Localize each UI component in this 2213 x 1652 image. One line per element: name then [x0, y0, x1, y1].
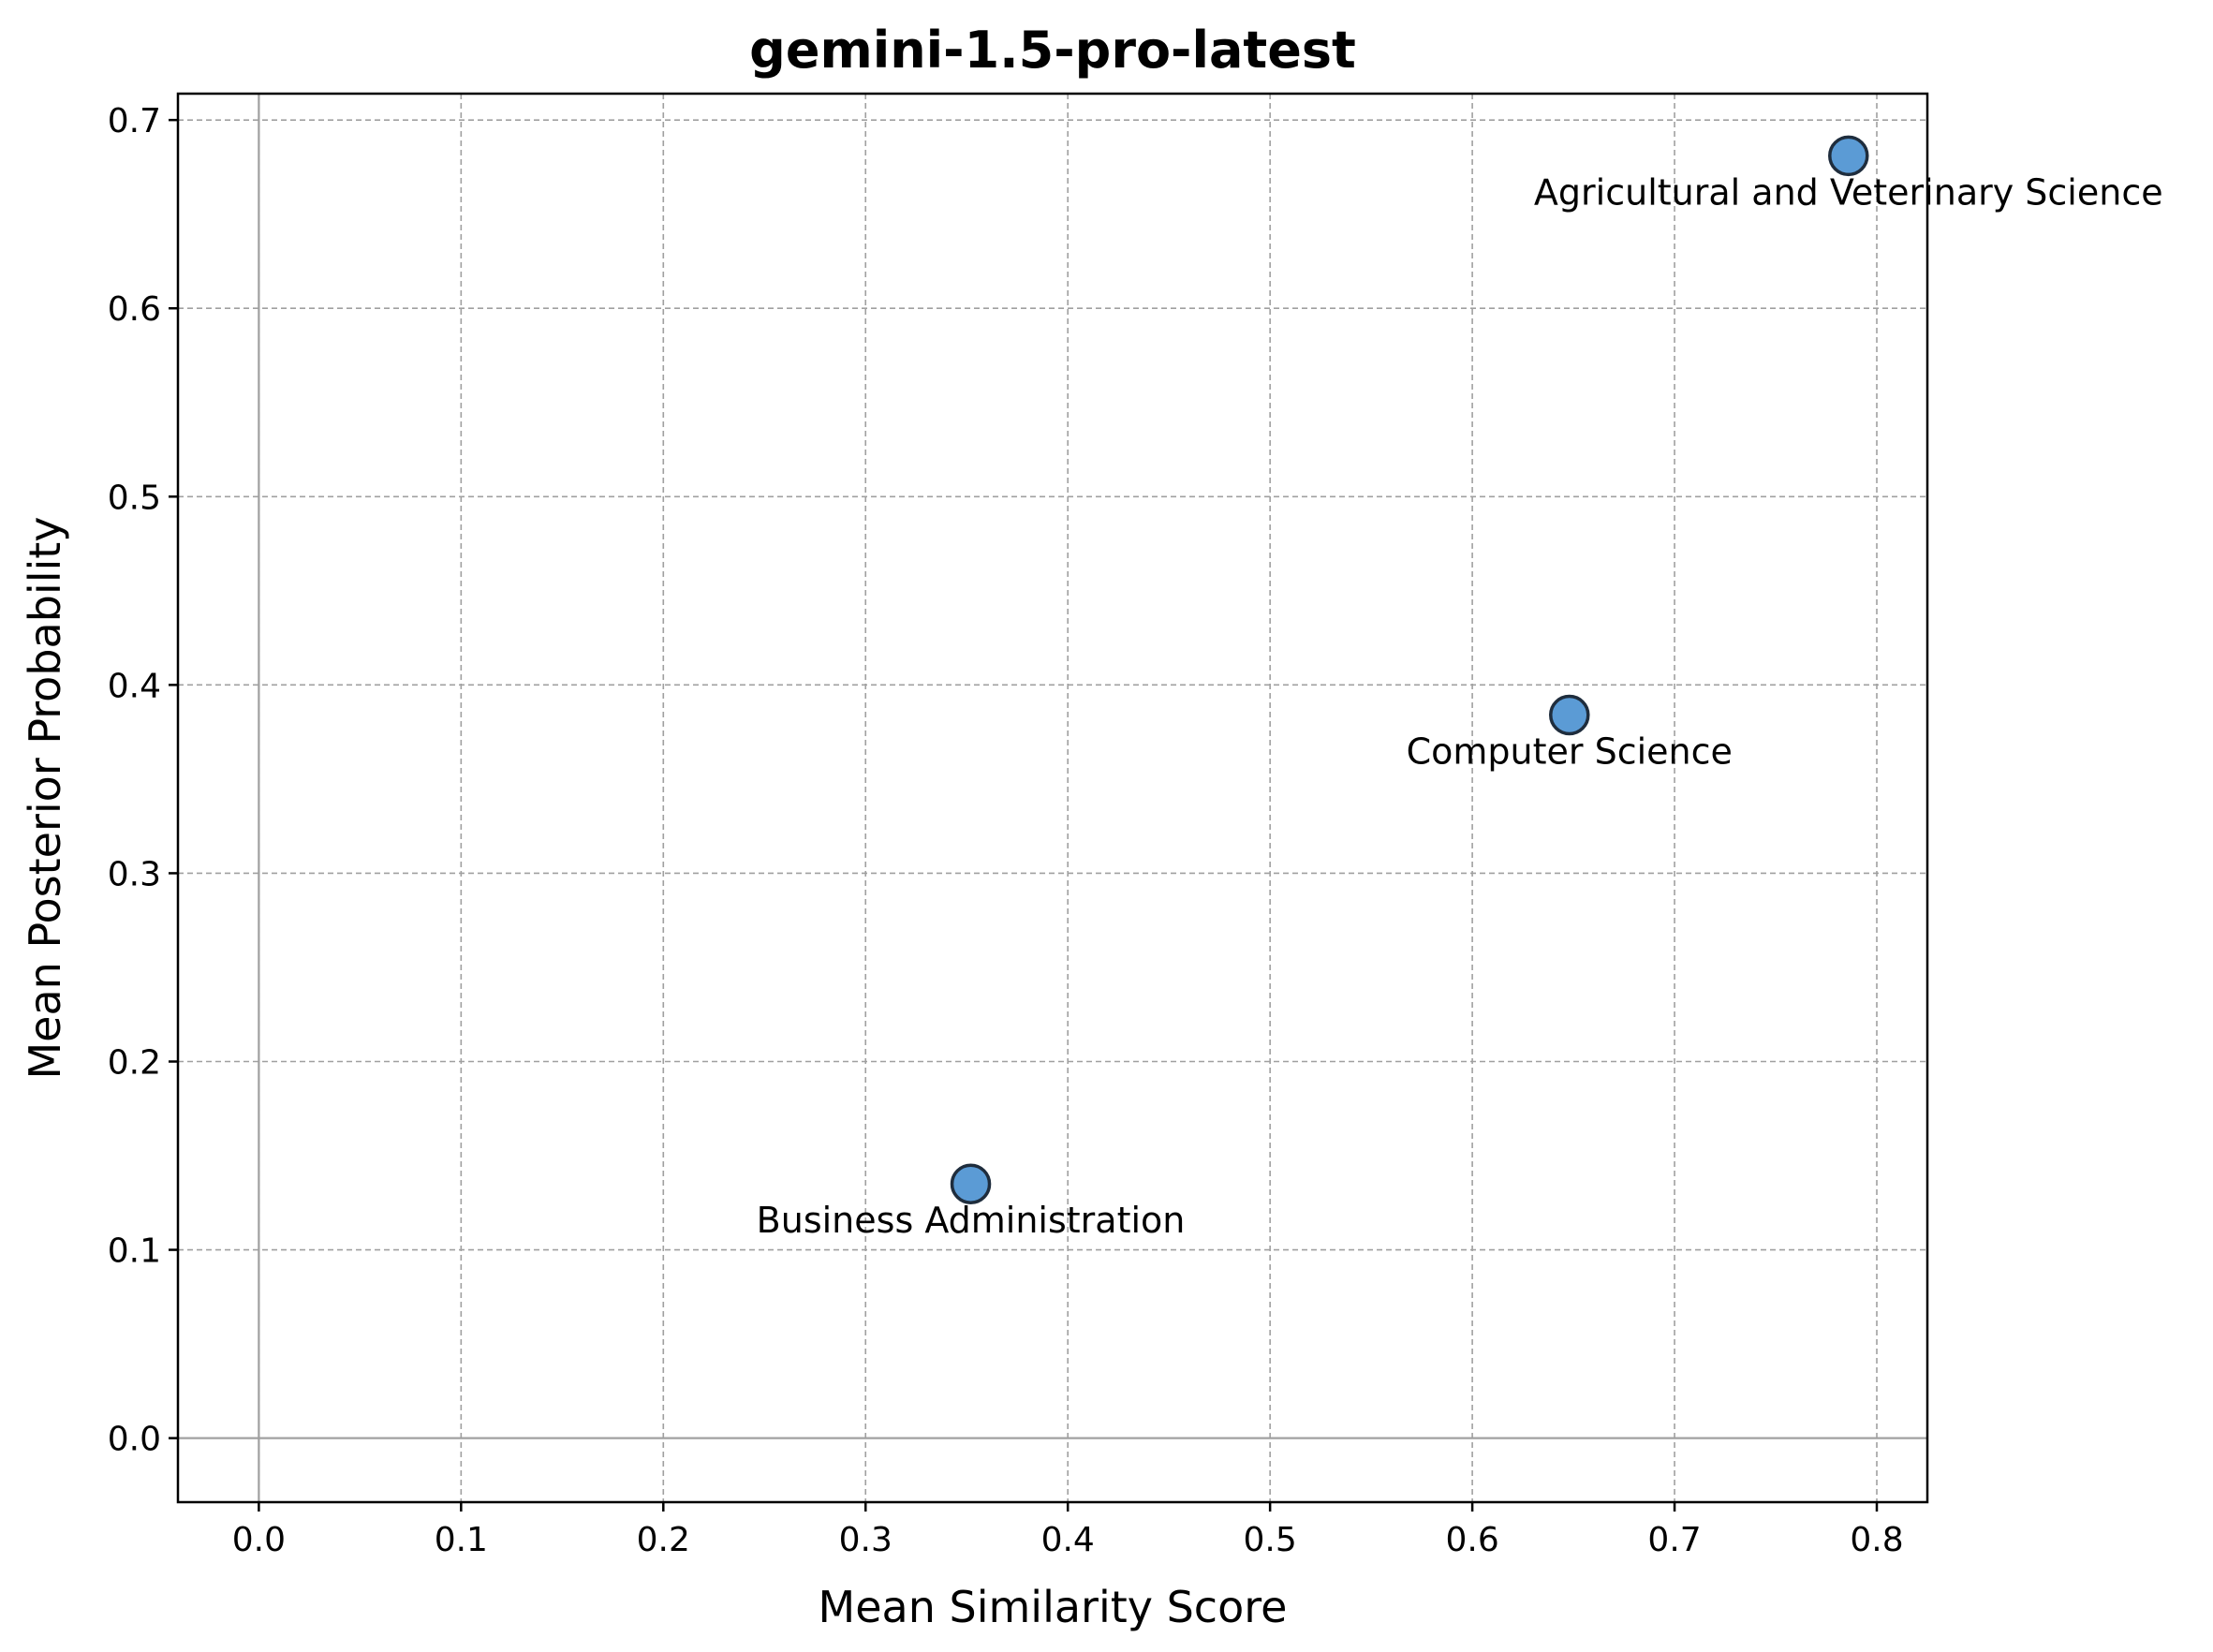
- x-axis-ticks: 0.0 0.1 0.2 0.3 0.4 0.5 0.6 0.7 0.8: [232, 1502, 1904, 1559]
- x-tick-label: 0.8: [1850, 1521, 1903, 1559]
- y-tick-label: 0.5: [108, 479, 161, 517]
- plot-frame: [176, 92, 1929, 1504]
- x-tick-label: 0.6: [1445, 1521, 1498, 1559]
- data-point: [1549, 694, 1590, 736]
- y-axis-label: Mean Posterior Probability: [20, 516, 70, 1079]
- y-tick-label: 0.0: [108, 1421, 161, 1459]
- y-tick-label: 0.7: [108, 102, 161, 140]
- x-tick-label: 0.7: [1647, 1521, 1701, 1559]
- chart-title: gemini-1.5-pro-latest: [749, 21, 1356, 80]
- point-label: Computer Science: [1407, 731, 1733, 773]
- x-tick-label: 0.0: [232, 1521, 286, 1559]
- x-axis-label: Mean Similarity Score: [819, 1582, 1288, 1632]
- y-tick-label: 0.6: [108, 290, 161, 329]
- x-tick-label: 0.4: [1041, 1521, 1095, 1559]
- y-tick-label: 0.4: [108, 667, 161, 705]
- point-label: Business Administration: [757, 1200, 1186, 1241]
- zero-lines: [178, 94, 1927, 1502]
- y-tick-label: 0.1: [108, 1232, 161, 1271]
- x-tick-label: 0.3: [839, 1521, 893, 1559]
- point-label: Agricultural and Veterinary Science: [1534, 171, 2163, 213]
- data-points: [950, 135, 1869, 1204]
- y-tick-label: 0.3: [108, 855, 161, 893]
- point-labels: Agricultural and Veterinary Science Compu…: [757, 171, 2163, 1241]
- grid: [178, 94, 1927, 1502]
- data-point: [950, 1163, 992, 1204]
- y-tick-label: 0.2: [108, 1043, 161, 1082]
- x-tick-label: 0.1: [435, 1521, 488, 1559]
- y-axis-ticks: 0.0 0.1 0.2 0.3 0.4 0.5 0.6 0.7: [108, 102, 178, 1459]
- x-tick-label: 0.5: [1244, 1521, 1297, 1559]
- data-point: [1828, 135, 1869, 177]
- x-tick-label: 0.2: [637, 1521, 690, 1559]
